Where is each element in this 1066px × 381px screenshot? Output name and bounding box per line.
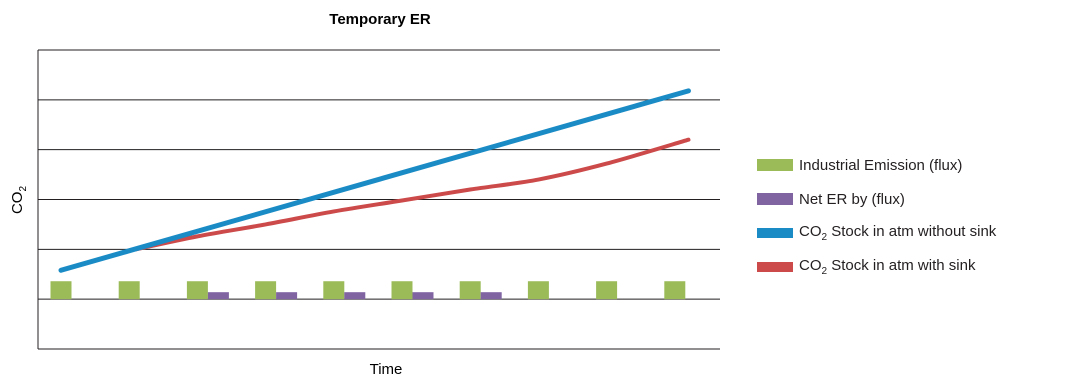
chart-title: Temporary ER [329,11,431,28]
bars [50,281,686,300]
legend: Industrial Emission (flux) Net ER by (fl… [757,148,996,284]
legend-label-pre: CO [799,257,822,274]
legend-swatch-industrial-emission [757,159,793,171]
legend-label-stock-without-sink: CO2 Stock in atm without sink [799,223,996,243]
bar-industrial-emission [664,281,686,300]
legend-label-stock-with-sink: CO2 Stock in atm with sink [799,257,975,277]
bar-net-er [344,292,366,300]
legend-label-net-er: Net ER by (flux) [799,190,905,208]
legend-label-industrial-emission: Industrial Emission (flux) [799,156,963,174]
legend-label-sub: 2 [821,266,828,277]
y-axis-label: CO2 [9,186,29,215]
x-axis-label: Time [370,361,403,378]
bar-industrial-emission [118,281,140,300]
bar-industrial-emission [527,281,549,300]
line-stock-without-sink [58,88,691,273]
bar-net-er [412,292,434,300]
legend-swatch-stock-without-sink [757,228,793,238]
bar-net-er [480,292,502,300]
y-axis-label-main: CO [9,192,26,215]
legend-label-pre: CO [799,223,822,240]
legend-swatch-stock-with-sink [757,262,793,272]
lines [58,88,691,273]
legend-item-stock-without-sink: CO2 Stock in atm without sink [757,216,996,250]
bar-industrial-emission [50,281,72,300]
bar-net-er [207,292,229,300]
bar-industrial-emission [596,281,618,300]
legend-label-post: Stock in atm with sink [827,257,976,274]
gridlines [38,49,720,350]
bar-industrial-emission [186,281,208,300]
bar-industrial-emission [391,281,413,300]
bar-industrial-emission [255,281,277,300]
legend-item-stock-with-sink: CO2 Stock in atm with sink [757,250,996,284]
bar-industrial-emission [323,281,345,300]
bar-net-er [276,292,298,300]
legend-label-post: Stock in atm without sink [827,223,997,240]
legend-item-industrial-emission: Industrial Emission (flux) [757,148,996,182]
y-axis-label-sub: 2 [18,186,29,192]
legend-label-sub: 2 [821,232,828,243]
legend-swatch-net-er [757,193,793,205]
bar-industrial-emission [459,281,481,300]
legend-item-net-er: Net ER by (flux) [757,182,996,216]
line-stock-with-sink [134,137,691,252]
